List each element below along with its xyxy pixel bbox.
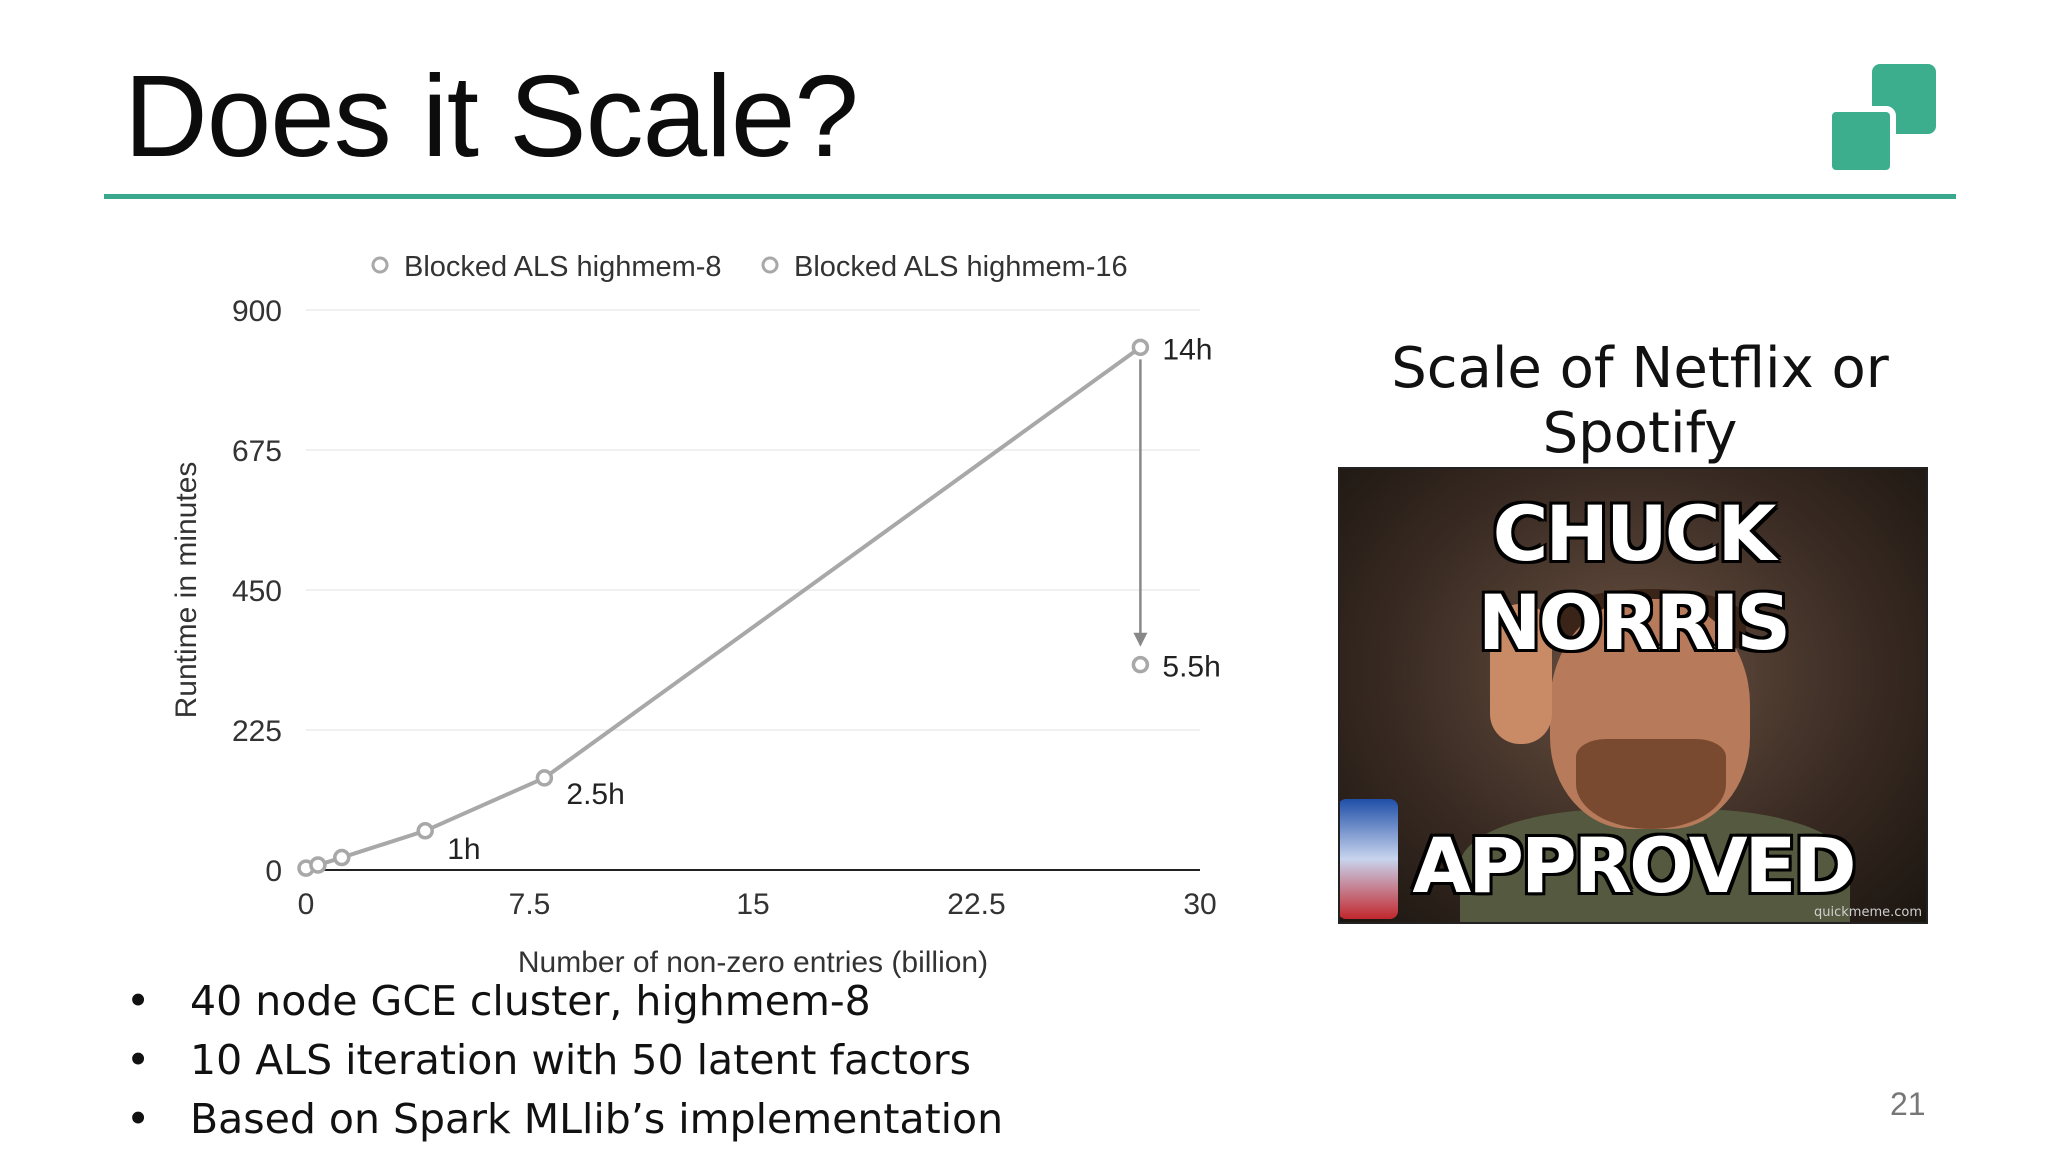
bullet-item: • 10 ALS iteration with 50 latent factors (118, 1031, 1003, 1090)
chuck-norris-approved-meme-image: CHUCK NORRIS APPROVED quickmeme.com (1338, 467, 1928, 924)
legend-label: Blocked ALS highmem-8 (404, 251, 722, 283)
logo-square-front (1826, 106, 1896, 176)
bullet-item: • Based on Spark MLlib’s implementation (118, 1090, 1003, 1149)
data-point (1131, 338, 1150, 357)
data-point (535, 769, 554, 787)
legend-marker (761, 256, 779, 274)
page-number: 21 (1890, 1086, 1926, 1122)
bullet-icon: • (126, 1095, 151, 1143)
data-label: 5.5h (1162, 651, 1220, 684)
x-tick-label: 7.5 (509, 888, 551, 921)
meme-bottom-text: APPROVED (1412, 821, 1856, 910)
meme-top-text: CHUCK NORRIS (1477, 489, 1791, 667)
y-tick-label: 225 (232, 715, 282, 748)
runtime-line-chart: 0 225 450 675 900 0 7.5 15 22.5 30 Number of non-z… (170, 251, 1221, 979)
page-title: Does it Scale? (124, 51, 859, 181)
bullet-item: • 40 node GCE cluster, highmem-8 (118, 972, 1003, 1031)
meme-beard (1576, 739, 1726, 829)
y-axis-title: Runtime in minutes (170, 462, 203, 719)
y-tick-label: 450 (232, 575, 282, 608)
series-line (305, 345, 1142, 871)
meme-watermark: quickmeme.com (1814, 905, 1922, 920)
data-point (1131, 655, 1150, 674)
y-tick-label: 900 (232, 295, 282, 328)
thumbs-up-icon (1490, 604, 1552, 744)
data-point (333, 848, 351, 867)
arrow-head-icon (1133, 632, 1148, 647)
legend-marker (371, 256, 389, 274)
x-tick-label: 22.5 (947, 888, 1005, 921)
bullet-text: Based on Spark MLlib’s implementation (190, 1095, 1004, 1143)
x-tick-label: 15 (736, 888, 769, 921)
x-tick-label: 30 (1183, 888, 1216, 921)
bullet-text: 40 node GCE cluster, highmem-8 (190, 977, 871, 1025)
side-label: Scale of Netflix or Spotify (1391, 336, 1889, 466)
y-tick-label: 0 (265, 855, 282, 888)
y-tick-label: 675 (232, 435, 282, 468)
bullet-text: 10 ALS iteration with 50 latent factors (190, 1036, 972, 1084)
bullet-list: • 40 node GCE cluster, highmem-8 • 10 ALS … (118, 972, 1003, 1149)
x-axis-title: Number of non-zero entries (billion) (518, 946, 988, 979)
title-divider (104, 194, 1956, 199)
overlapping-squares-logo-icon (1826, 64, 1936, 176)
data-label: 1h (447, 833, 480, 866)
data-label: 14h (1162, 333, 1212, 366)
data-point (416, 822, 434, 840)
legend-label: Blocked ALS highmem-16 (794, 251, 1128, 283)
data-label: 2.5h (566, 778, 624, 811)
bullet-icon: • (126, 1036, 151, 1084)
x-tick-label: 0 (298, 888, 315, 921)
bullet-icon: • (126, 977, 151, 1025)
data-point (309, 856, 327, 874)
soda-can-icon (1340, 799, 1398, 919)
